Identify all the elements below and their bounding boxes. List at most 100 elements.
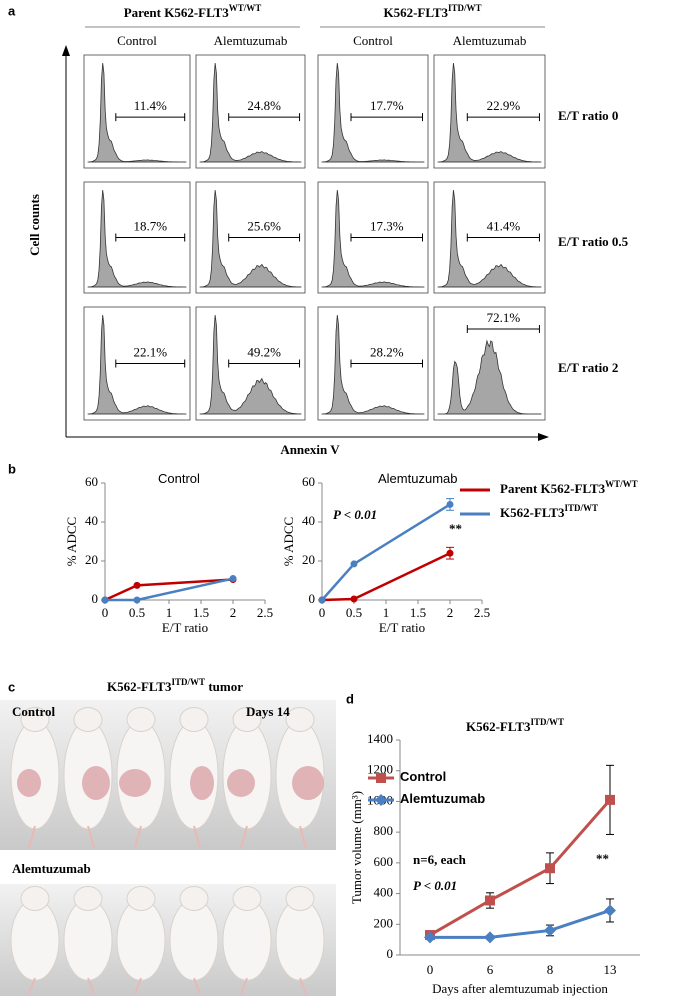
x-tick-label: 2.5 (474, 605, 490, 620)
y-tick-label: 40 (85, 513, 98, 528)
legend-label-part: ITD/WT (565, 503, 599, 513)
data-point (101, 596, 109, 604)
histogram-frame (83, 181, 191, 294)
gate-percent: 18.7% (133, 218, 167, 233)
histogram-frame (195, 54, 306, 169)
mouse-head (179, 886, 209, 912)
gate-percent: 49.2% (247, 344, 281, 359)
legend-label: K562-FLT3ITD/WT (500, 503, 598, 520)
mouse-head (73, 886, 103, 912)
x-tick-label: 1 (383, 605, 390, 620)
photo-title-part: K562-FLT3 (107, 679, 172, 694)
mouse-head (20, 886, 50, 912)
group-header-part: K562-FLT3 (383, 5, 448, 20)
tumor (17, 769, 41, 797)
condition-label: Control (353, 33, 393, 48)
histogram (321, 314, 425, 415)
histogram (437, 189, 542, 288)
mouse-tail (193, 977, 201, 995)
x-axis-label: E/T ratio (379, 620, 425, 635)
gate-percent: 41.4% (487, 218, 521, 233)
y-tick-label: 40 (302, 513, 315, 528)
panel-label: c (8, 679, 15, 694)
histogram (199, 189, 302, 288)
gate-percent: 25.6% (247, 218, 281, 233)
y-tick-label: 20 (85, 552, 98, 567)
mouse-body (63, 899, 113, 981)
mouse-tail (134, 825, 142, 849)
series-line (105, 577, 234, 602)
photo-title-part: ITD/WT (172, 677, 206, 687)
data-point (424, 931, 436, 944)
chart-title-part: ITD/WT (531, 717, 565, 727)
chart-title-part: K562-FLT3 (466, 719, 531, 734)
data-point (318, 596, 326, 604)
y-tick-label: 60 (85, 474, 98, 489)
gate-percent: 24.8% (247, 98, 281, 113)
x-tick-label: 8 (547, 962, 554, 977)
gate-percent: 17.3% (370, 218, 404, 233)
y-tick-label: 1200 (367, 762, 393, 777)
histogram (199, 62, 302, 163)
mouse-head (126, 886, 156, 912)
y-tick-label: 0 (92, 591, 99, 606)
x-axis-label: Days after alemtuzumab injection (432, 981, 608, 996)
row-label: E/T ratio 0 (558, 108, 618, 123)
tumor (190, 766, 214, 800)
data-point (446, 549, 454, 557)
annotation: ** (596, 851, 609, 866)
data-point (605, 794, 615, 805)
annotation: P < 0.01 (413, 878, 457, 893)
mouse-head (285, 707, 315, 732)
mouse-tail (87, 825, 95, 849)
mouse-body (222, 899, 272, 981)
mouse-tail (299, 977, 307, 995)
y-axis-label: % ADCC (64, 517, 79, 566)
chart-title-part: Alemtuzumab (378, 471, 457, 486)
mouse-head (179, 707, 209, 732)
histogram-frame (195, 181, 306, 294)
histogram (199, 314, 302, 415)
group-header-part: WT/WT (229, 3, 262, 13)
legend-label-part: WT/WT (605, 479, 638, 489)
gate-percent: 22.1% (133, 344, 167, 359)
y-tick-label: 400 (374, 885, 394, 900)
x-axis-label: E/T ratio (162, 620, 208, 635)
mouse-tail (240, 977, 248, 995)
y-tick-label: 20 (302, 552, 315, 567)
legend-label-part: Control (400, 769, 446, 784)
y-tick-label: 200 (374, 915, 394, 930)
mouse-body (275, 899, 325, 981)
row-label: E/T ratio 2 (558, 360, 618, 375)
mouse-head (232, 886, 262, 912)
x-tick-label: 0.5 (129, 605, 145, 620)
gate-percent: 11.4% (134, 98, 167, 113)
x-tick-label: 13 (604, 962, 617, 977)
group-header: K562-FLT3ITD/WT (383, 3, 481, 20)
data-point (350, 595, 358, 603)
mouse-head (126, 707, 156, 732)
photo-title-part: tumor (205, 679, 243, 694)
legend-label-part: K562-FLT3 (500, 505, 565, 520)
group-header: Parent K562-FLT3WT/WT (124, 3, 262, 20)
x-tick-label: 0 (427, 962, 434, 977)
x-tick-label: 1.5 (410, 605, 426, 620)
gate-percent: 17.7% (370, 98, 404, 113)
data-point (446, 500, 454, 508)
y-axis-label: % ADCC (281, 517, 296, 566)
mouse-head (232, 707, 262, 732)
x-tick-label: 1 (166, 605, 173, 620)
arrowhead (62, 45, 70, 56)
mouse-tail (299, 825, 307, 849)
y-tick-label: 60 (302, 474, 315, 489)
group-header-part: ITD/WT (448, 3, 482, 13)
gate-percent: 22.9% (487, 98, 521, 113)
mouse-tail (240, 825, 248, 849)
histogram-frame (83, 306, 191, 421)
data-point (133, 581, 141, 589)
y-tick-label: 600 (374, 854, 394, 869)
photo-label: Days 14 (246, 704, 290, 719)
photo-title: K562-FLT3ITD/WT tumor (107, 677, 243, 694)
data-point (133, 596, 141, 604)
